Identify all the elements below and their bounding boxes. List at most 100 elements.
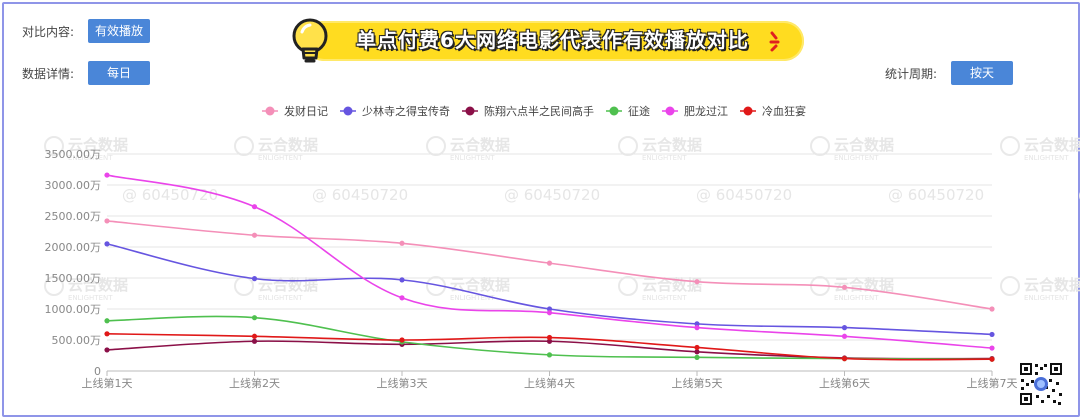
legend-swatch-dot bbox=[265, 106, 275, 116]
x-tick-label: 上线第5天 bbox=[672, 376, 723, 390]
watermark-brand: 云合数据 bbox=[642, 136, 702, 154]
data-point bbox=[399, 295, 405, 301]
period-select-button[interactable]: 按天 bbox=[951, 61, 1013, 85]
watermark-brand: 云合数据 bbox=[258, 276, 318, 294]
qr-code-icon bbox=[1019, 362, 1063, 406]
data-point bbox=[546, 338, 553, 344]
watermark-id: @ 60450720 bbox=[122, 186, 218, 204]
watermark-logo-icon bbox=[44, 136, 64, 156]
legend-item-5[interactable]: 冷血狂宴 bbox=[739, 104, 806, 118]
data-point bbox=[399, 240, 405, 246]
legend-label: 陈翔六点半之民间高手 bbox=[484, 104, 594, 118]
data-point bbox=[251, 333, 258, 339]
watermark-brand-en: ENLIGHTENT bbox=[642, 294, 687, 302]
series-layer bbox=[104, 172, 995, 362]
watermark-logo-icon bbox=[44, 276, 64, 296]
data-point bbox=[694, 349, 700, 355]
watermark-logo-icon bbox=[810, 136, 830, 156]
legend-label: 冷血狂宴 bbox=[762, 104, 806, 118]
compare-select-button[interactable]: 有效播放 bbox=[88, 19, 150, 43]
detail-select-button[interactable]: 每日 bbox=[88, 61, 150, 85]
legend-item-3[interactable]: 征途 bbox=[605, 104, 650, 118]
data-point bbox=[694, 321, 700, 327]
data-point bbox=[546, 310, 553, 316]
watermark-brand-en: ENLIGHTENT bbox=[1024, 294, 1069, 302]
series-1 bbox=[104, 241, 995, 338]
watermark-brand: 云合数据 bbox=[450, 276, 510, 294]
legend-item-4[interactable]: 肥龙过江 bbox=[661, 105, 728, 118]
data-point bbox=[989, 331, 995, 338]
data-point bbox=[841, 356, 848, 362]
data-point bbox=[841, 333, 848, 339]
watermark-id: @ 60450720 bbox=[312, 186, 408, 204]
legend-label: 肥龙过江 bbox=[684, 105, 728, 118]
chart-title: 单点付费6大网络电影代表作有效播放对比 bbox=[356, 28, 749, 52]
period-label: 统计周期: bbox=[885, 67, 938, 81]
legend: 发财日记 少林寺之得宝传奇 陈翔六点半之民间高手 征途 肥龙过江 冷血狂宴 bbox=[262, 104, 806, 118]
y-tick-label: 500.00万 bbox=[52, 334, 102, 347]
data-point bbox=[104, 218, 110, 224]
data-point bbox=[694, 279, 700, 285]
data-point bbox=[104, 331, 110, 337]
legend-label: 征途 bbox=[628, 104, 650, 118]
legend-item-1[interactable]: 少林寺之得宝传奇 bbox=[340, 104, 450, 118]
legend-swatch-dot bbox=[665, 106, 675, 116]
watermark-logo-icon bbox=[618, 136, 638, 156]
data-point bbox=[251, 204, 258, 210]
watermark-brand-en: ENLIGHTENT bbox=[834, 294, 879, 302]
watermark-brand-en: ENLIGHTENT bbox=[834, 154, 879, 162]
watermark-logo-icon bbox=[234, 136, 254, 156]
watermark-id: @ 60450720 bbox=[696, 186, 792, 204]
watermark-brand-en: ENLIGHTENT bbox=[68, 154, 113, 162]
y-tick-label: 0 bbox=[94, 365, 101, 378]
lightbulb-icon bbox=[292, 18, 328, 63]
watermark-brand: 云合数据 bbox=[258, 136, 318, 154]
data-point bbox=[104, 172, 110, 178]
watermark-brand: 云合数据 bbox=[68, 276, 128, 294]
watermark-logo-icon bbox=[618, 276, 638, 296]
x-tick-label: 上线第4天 bbox=[524, 376, 575, 390]
legend-swatch-dot bbox=[743, 106, 753, 116]
data-point bbox=[251, 315, 258, 321]
watermark-logo-icon bbox=[426, 136, 446, 156]
data-point bbox=[989, 356, 995, 362]
watermark-logo-icon bbox=[234, 276, 254, 296]
data-point bbox=[104, 347, 110, 353]
series-4 bbox=[104, 172, 995, 351]
watermark-brand: 云合数据 bbox=[68, 136, 128, 154]
x-tick-label: 上线第7天 bbox=[967, 376, 1018, 390]
axis-layer: 0 500.00万 1000.00万 1500.00万 2000.00万 2500.00万… bbox=[45, 148, 1018, 390]
legend-label: 发财日记 bbox=[284, 104, 328, 118]
data-point bbox=[546, 334, 553, 341]
legend-swatch-dot bbox=[609, 106, 619, 116]
data-point bbox=[104, 241, 110, 247]
legend-swatch-dot bbox=[465, 106, 475, 116]
legend-item-0[interactable]: 发财日记 bbox=[262, 104, 328, 118]
data-point bbox=[251, 276, 258, 282]
legend-item-2[interactable]: 陈翔六点半之民间高手 bbox=[462, 104, 594, 118]
y-tick-label: 3000.00万 bbox=[45, 179, 102, 192]
x-tick-label: 上线第6天 bbox=[819, 376, 870, 390]
compare-label: 对比内容: bbox=[22, 25, 75, 39]
watermark-logo-icon bbox=[1000, 136, 1020, 156]
watermark-id: @ 60450720 bbox=[1078, 186, 1080, 204]
data-point bbox=[251, 338, 258, 344]
y-tick-label: 2500.00万 bbox=[45, 210, 102, 223]
legend-swatch-dot bbox=[343, 106, 353, 116]
series-5 bbox=[104, 331, 995, 362]
watermark-id: @ 60450720 bbox=[888, 186, 984, 204]
data-point bbox=[694, 354, 700, 360]
title-pill bbox=[304, 21, 804, 61]
watermark-brand-en: ENLIGHTENT bbox=[68, 294, 113, 302]
watermark-brand-en: ENLIGHTENT bbox=[450, 154, 495, 162]
watermark-id: @ 60450720 bbox=[504, 186, 600, 204]
data-point bbox=[989, 345, 995, 351]
watermark-brand: 云合数据 bbox=[450, 136, 510, 154]
x-tick-label: 上线第2天 bbox=[229, 376, 280, 390]
x-tick-label: 上线第1天 bbox=[82, 376, 133, 390]
watermark-brand: 云合数据 bbox=[1024, 136, 1080, 154]
y-tick-label: 2000.00万 bbox=[45, 241, 102, 254]
series-2 bbox=[104, 338, 995, 362]
y-tick-label: 1000.00万 bbox=[45, 303, 102, 316]
watermark-brand-en: ENLIGHTENT bbox=[450, 294, 495, 302]
